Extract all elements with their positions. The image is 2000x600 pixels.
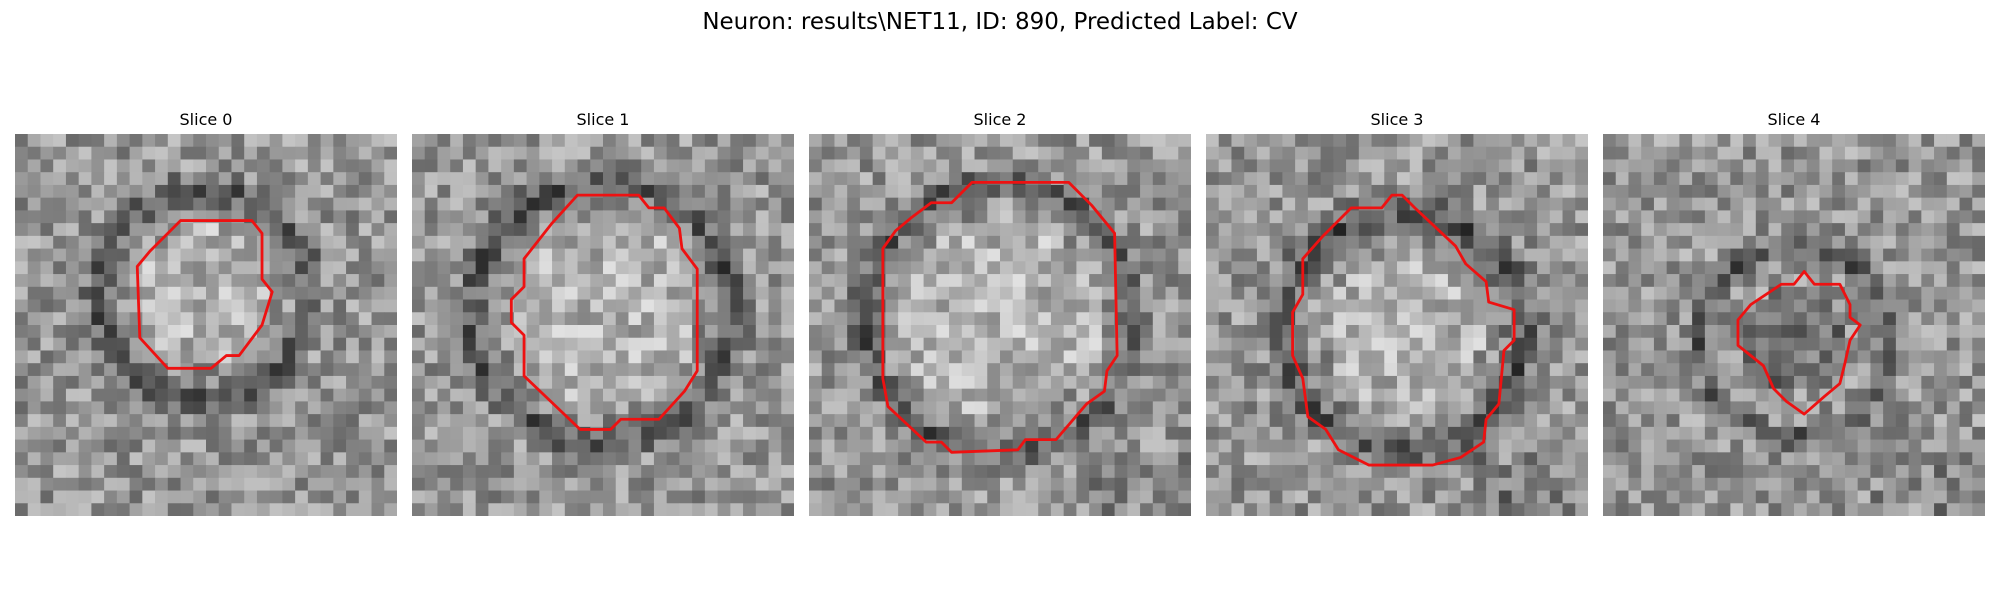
- slice-title-4: Slice 4: [1767, 110, 1821, 129]
- slice-image-4: [1603, 134, 1985, 516]
- slice-title-3: Slice 3: [1370, 110, 1424, 129]
- segmentation-contour: [135, 219, 274, 370]
- slice-image-3: [1206, 134, 1588, 516]
- slice-image-2: [809, 134, 1191, 516]
- grayscale-pixels: [1603, 134, 1985, 516]
- grayscale-pixels: [412, 134, 794, 516]
- grayscale-pixels: [15, 134, 397, 516]
- slice-title-2: Slice 2: [973, 110, 1027, 129]
- slice-panel-4: Slice 4: [1603, 110, 1985, 516]
- slice-panel-1: Slice 1: [412, 110, 794, 516]
- slice-panel-2: Slice 2: [809, 110, 1191, 516]
- figure-title: Neuron: results\NET11, ID: 890, Predicte…: [702, 9, 1298, 35]
- segmentation-contour: [509, 193, 699, 431]
- segmentation-contour: [1736, 270, 1862, 416]
- slice-title-0: Slice 0: [179, 110, 233, 129]
- slice-image-0: [15, 134, 397, 516]
- segmentation-contour: [1291, 193, 1516, 467]
- grayscale-pixels: [809, 134, 1191, 516]
- grayscale-pixels: [1206, 134, 1588, 516]
- slice-image-1: [412, 134, 794, 516]
- slice-title-1: Slice 1: [576, 110, 630, 129]
- segmentation-contour: [881, 180, 1119, 454]
- slice-panel-0: Slice 0: [15, 110, 397, 516]
- slice-panel-3: Slice 3: [1206, 110, 1588, 516]
